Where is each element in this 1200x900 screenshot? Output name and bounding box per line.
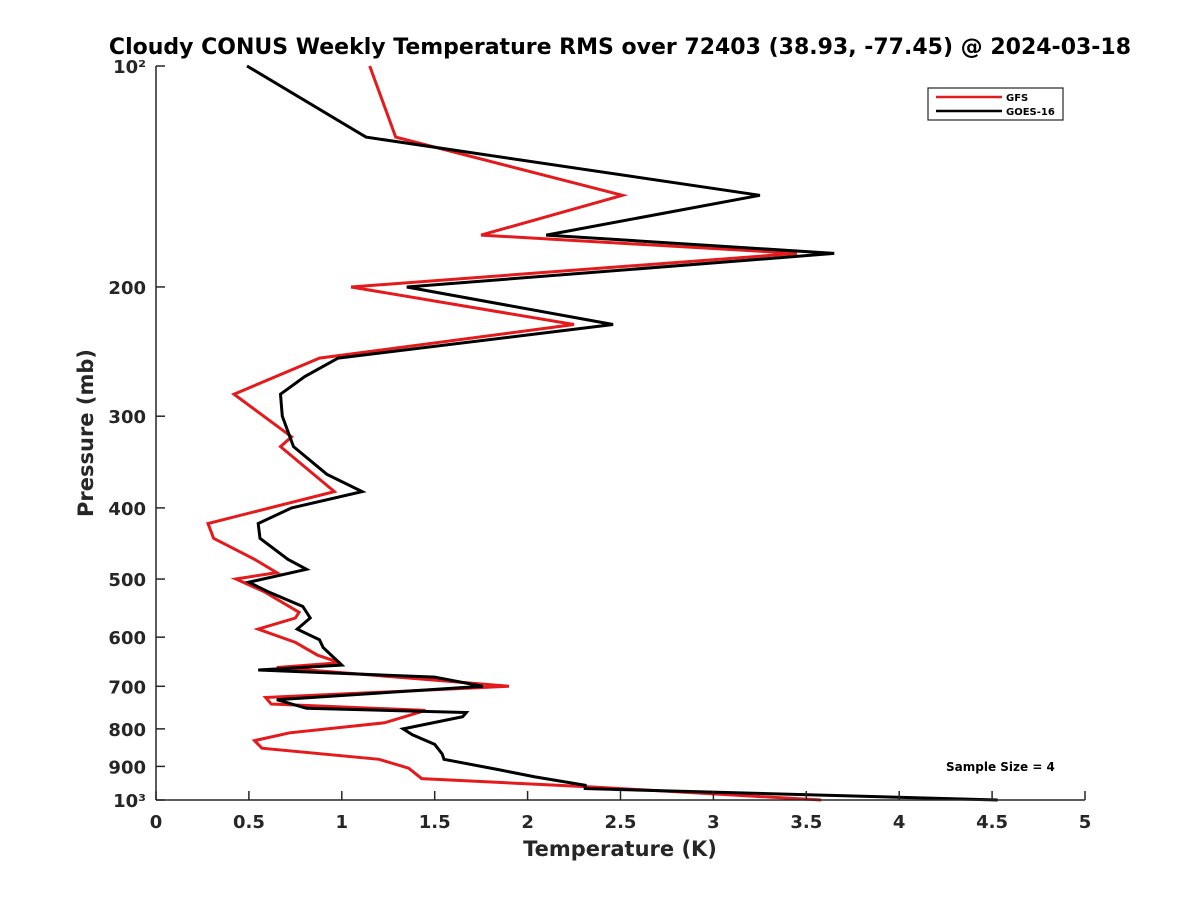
series-line-gfs [206, 65, 822, 802]
y-tick-label: 600 [108, 628, 146, 649]
x-tick-label: 4.5 [976, 812, 1008, 833]
y-tick-label: 400 [108, 499, 146, 520]
x-tick-label: 3.5 [790, 812, 822, 833]
y-tick-label: 500 [108, 570, 146, 591]
y-tick-label: 300 [108, 407, 146, 428]
legend-label-goes16: GOES-16 [1006, 107, 1055, 118]
y-tick-label: 800 [108, 720, 146, 741]
y-axis-label: Pressure (mb) [74, 349, 98, 517]
x-tick-label: 2.5 [605, 812, 637, 833]
x-tick-label: 1 [336, 812, 349, 833]
legend-box [927, 87, 1064, 121]
chart-title: Cloudy CONUS Weekly Temperature RMS over… [109, 35, 1131, 60]
x-axis-label: Temperature (K) [523, 837, 717, 861]
x-ticks: 0 0.5 1 1.5 2 2.5 3 3.5 4 4.5 5 [150, 791, 1092, 833]
y-ticks: 10² 200 300 400 500 600 700 800 900 10³ [108, 57, 165, 812]
x-tick-label: 5 [1079, 812, 1092, 833]
legend-label-gfs: GFS [1006, 93, 1028, 104]
x-tick-label: 2 [521, 812, 534, 833]
y-tick-label: 10² [113, 57, 146, 78]
y-tick-label: 900 [108, 757, 146, 778]
x-tick-label: 3 [707, 812, 720, 833]
x-tick-label: 4 [893, 812, 906, 833]
x-tick-label: 1.5 [419, 812, 451, 833]
series-layer [206, 64, 998, 802]
y-tick-label: 700 [108, 677, 146, 698]
series-line-goes16 [244, 64, 998, 802]
y-tick-label: 200 [108, 278, 146, 299]
x-tick-label: 0.5 [233, 812, 265, 833]
legend: GFS GOES-16 [927, 87, 1064, 121]
x-tick-label: 0 [150, 812, 163, 833]
sample-size-annotation: Sample Size = 4 [946, 760, 1055, 774]
y-tick-label: 10³ [113, 791, 146, 812]
